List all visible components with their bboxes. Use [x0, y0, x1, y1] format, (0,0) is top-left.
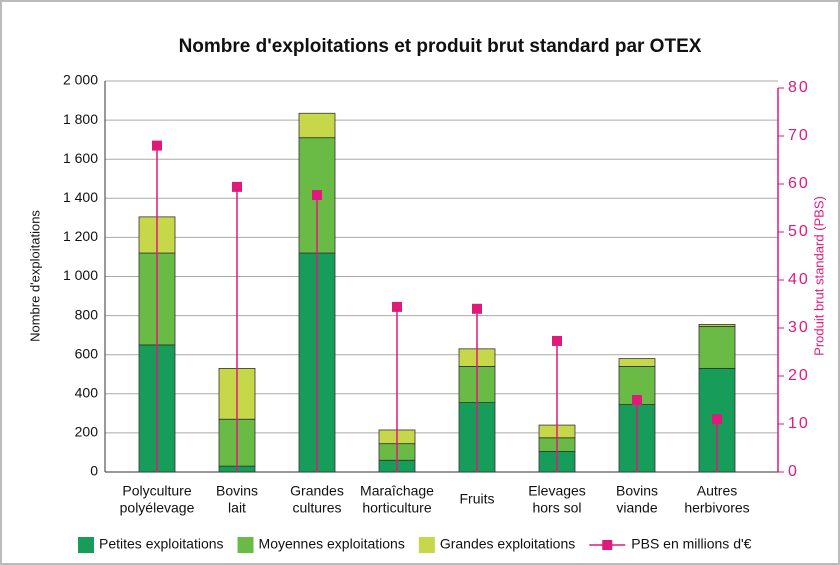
legend-label: Moyennes exploitations — [259, 536, 405, 552]
pbs-marker — [232, 181, 242, 192]
x-tick-label: Bovins — [616, 483, 658, 499]
pbs-marker — [472, 303, 482, 314]
x-tick-label: hors sol — [532, 500, 581, 516]
legend-swatch — [418, 537, 435, 553]
legend-marker — [602, 540, 613, 550]
x-tick-label: Autres — [697, 483, 737, 499]
pbs-marker — [552, 335, 562, 346]
y2-axis-title: Produit brut standard (PBS) — [811, 196, 826, 356]
x-tick-label: Maraîchage — [360, 483, 434, 499]
x-tick-label: Fruits — [460, 491, 495, 507]
y-tick-label: 0 — [90, 463, 98, 479]
y-tick-label: 1 000 — [63, 267, 98, 283]
x-tick-label: Polyculture — [122, 483, 191, 499]
y-tick-label: 400 — [75, 385, 99, 401]
x-tick-label: Grandes — [290, 483, 344, 499]
y2-tick-label: 40 — [788, 271, 810, 288]
y2-tick-label: 10 — [788, 415, 810, 432]
y-tick-label: 1 600 — [63, 150, 98, 166]
legend-label: Grandes exploitations — [440, 536, 575, 552]
x-tick-label: herbivores — [684, 500, 749, 516]
bar — [618, 358, 656, 367]
pbs-marker — [152, 140, 162, 151]
x-tick-label: viande — [616, 500, 657, 516]
y2-tick-label: 70 — [788, 127, 810, 144]
y-tick-label: 600 — [75, 345, 99, 361]
y-tick-label: 800 — [75, 306, 99, 322]
legend-label: PBS en millions d'€ — [631, 536, 751, 552]
chart-title: Nombre d'exploitations et produit brut s… — [179, 36, 702, 57]
y-tick-label: 200 — [75, 424, 99, 440]
x-tick-label: lait — [228, 500, 246, 516]
y2-tick-label: 30 — [788, 319, 810, 336]
y2-tick-label: 50 — [788, 223, 810, 240]
y-tick-label: 1 800 — [63, 111, 98, 127]
bar — [298, 112, 336, 139]
legend-swatch — [78, 537, 94, 553]
x-tick-label: Bovins — [216, 483, 258, 499]
bar — [698, 325, 736, 369]
y2-tick-label: 0 — [788, 463, 799, 480]
x-tick-label: polyélevage — [120, 500, 195, 516]
legend-label: Petites exploitations — [99, 536, 224, 552]
pbs-marker — [712, 414, 722, 425]
y2-tick-label: 60 — [788, 175, 810, 192]
pbs-marker — [312, 190, 322, 201]
x-tick-label: horticulture — [362, 500, 431, 516]
y2-tick-label: 80 — [788, 79, 810, 96]
bar — [698, 323, 736, 327]
pbs-marker — [392, 301, 402, 312]
legend-swatch — [237, 537, 254, 553]
y-tick-label: 2 000 — [63, 72, 98, 88]
y-axis-title: Nombre d'exploitations — [27, 210, 42, 342]
y2-tick-label: 20 — [788, 367, 810, 384]
x-tick-label: cultures — [292, 500, 341, 516]
x-tick-label: Elevages — [528, 483, 586, 499]
y-tick-label: 1 200 — [63, 228, 98, 244]
y-tick-label: 1 400 — [63, 189, 98, 205]
pbs-marker — [632, 395, 642, 405]
